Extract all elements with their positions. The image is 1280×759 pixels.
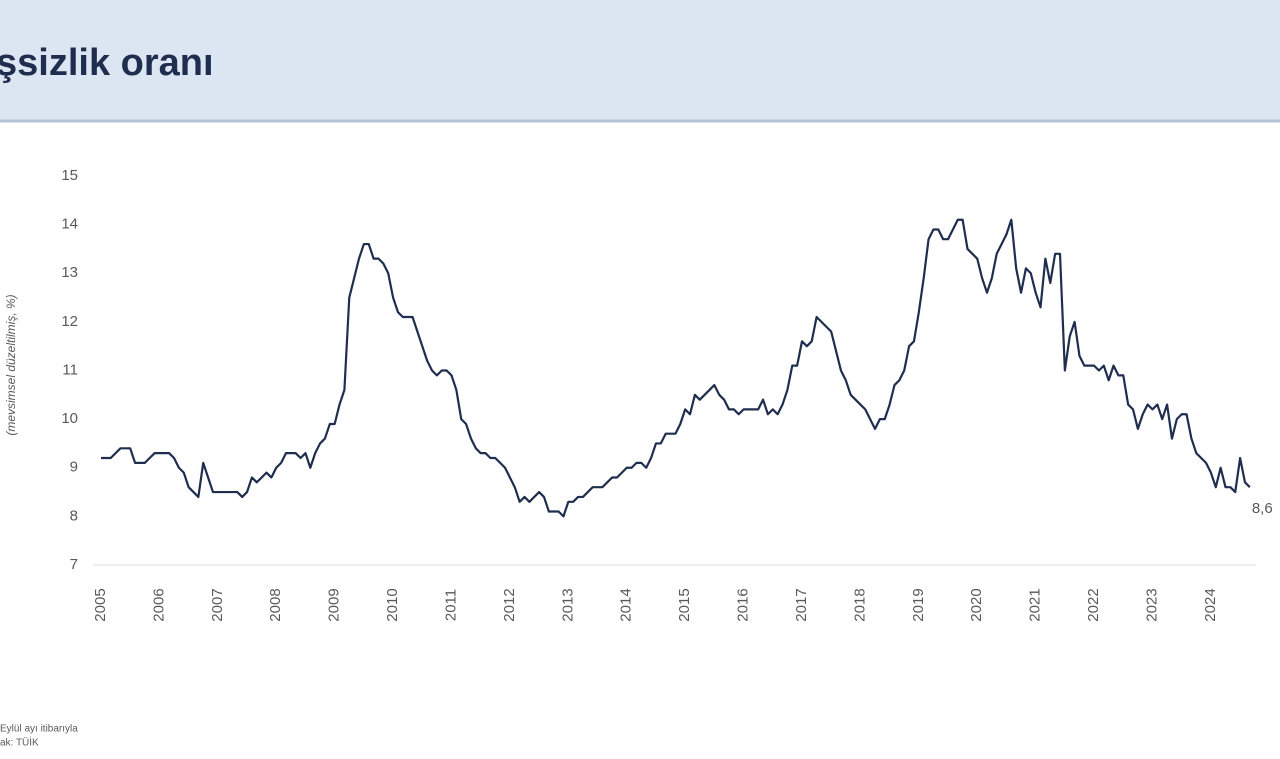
line-series bbox=[101, 218, 1251, 518]
y-axis-label: (mevsimsel düzeltilmiş, %) bbox=[4, 294, 18, 435]
x-tick-label: 2019 bbox=[910, 588, 927, 621]
y-tick-label: 12 bbox=[61, 313, 78, 330]
x-tick-label: 2020 bbox=[968, 588, 985, 621]
data-label: 8,6 bbox=[1252, 500, 1273, 517]
footnote: Eylül ayı itibarıyla bbox=[0, 724, 78, 735]
header-band bbox=[0, 0, 1280, 120]
y-tick-label: 8 bbox=[70, 507, 78, 524]
x-tick-label: 2006 bbox=[150, 588, 167, 621]
y-tick-label: 7 bbox=[70, 556, 78, 573]
x-tick-label: 2015 bbox=[676, 588, 693, 621]
x-tick-label: 2011 bbox=[442, 589, 459, 621]
x-tick-label: 2010 bbox=[384, 588, 401, 621]
x-tick-label: 2014 bbox=[618, 588, 635, 621]
x-tick-label: 2024 bbox=[1202, 588, 1219, 621]
y-tick-label: 15 bbox=[61, 167, 78, 184]
y-tick-label: 13 bbox=[61, 264, 78, 281]
y-tick-label: 9 bbox=[70, 459, 78, 476]
x-tick-label: 2023 bbox=[1143, 588, 1160, 621]
x-tick-label: 2021 bbox=[1027, 588, 1044, 621]
x-tick-label: 2016 bbox=[735, 588, 752, 621]
x-tick-label: 2018 bbox=[851, 588, 868, 621]
x-tick-label: 2013 bbox=[559, 588, 576, 621]
y-tick-label: 11 bbox=[62, 361, 78, 378]
x-tick-label: 2008 bbox=[267, 588, 284, 621]
x-tick-label: 2007 bbox=[209, 588, 226, 621]
y-tick-label: 14 bbox=[61, 216, 78, 233]
x-tick-label: 2012 bbox=[501, 588, 518, 621]
x-tick-label: 2022 bbox=[1085, 588, 1102, 621]
x-tick-label: 2017 bbox=[793, 588, 810, 621]
source-note: ak: TÜİK bbox=[0, 736, 39, 749]
chart-title: şsizlik oranı bbox=[0, 42, 214, 84]
x-tick-label: 2005 bbox=[92, 588, 109, 621]
x-tick-label: 2009 bbox=[326, 588, 343, 621]
y-tick-label: 10 bbox=[61, 410, 78, 427]
